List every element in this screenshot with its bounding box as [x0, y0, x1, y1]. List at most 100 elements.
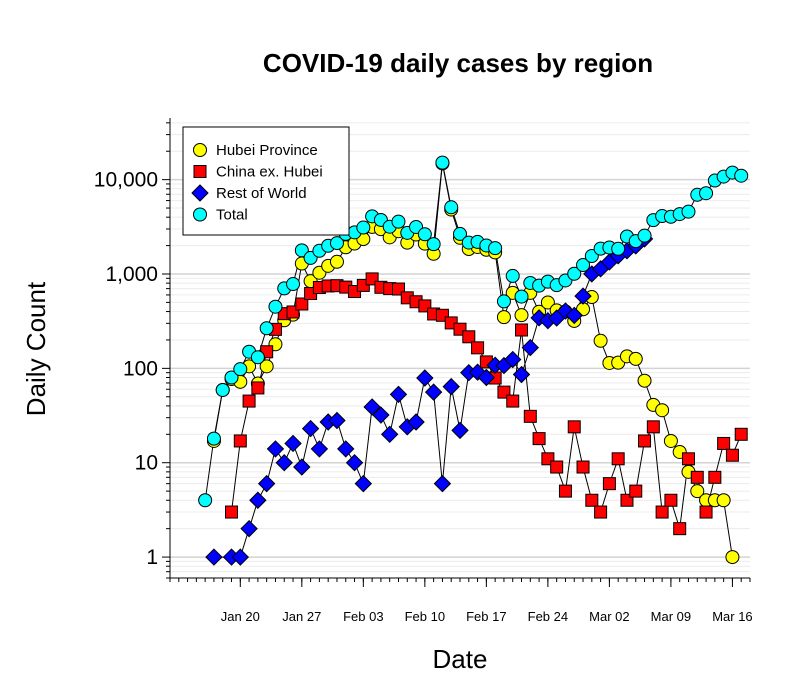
data-point-china-ex-hubei	[295, 297, 309, 311]
axes: 1 10 100 1,000 10,000 Jan 20 Jan 27 Feb 03 Feb 1…	[94, 118, 753, 624]
legend-marker-hubei-province	[193, 143, 207, 157]
data-point-hubei-province	[540, 295, 555, 310]
data-point-china-ex-hubei	[550, 460, 564, 474]
data-point-rest-of-world	[345, 454, 364, 472]
data-point-rest-of-world	[284, 434, 302, 453]
data-point-rest-of-world	[363, 398, 381, 416]
legend-label-hubei-province: Hubei Province	[216, 142, 318, 159]
data-point-rest-of-world	[504, 350, 522, 369]
data-point-total	[496, 294, 511, 309]
data-point-hubei-province	[514, 308, 529, 323]
data-point-china-ex-hubei	[690, 470, 704, 484]
data-point-rest-of-world	[477, 368, 496, 387]
series-points	[198, 155, 749, 566]
data-point-total	[435, 155, 450, 170]
data-point-china-ex-hubei	[233, 434, 247, 448]
data-point-china-ex-hubei	[725, 448, 739, 462]
x-tick-label: Feb 24	[528, 609, 568, 624]
data-point-total	[294, 243, 309, 258]
y-tick-label: 1	[146, 546, 158, 569]
data-point-total	[699, 186, 714, 201]
data-point-total	[426, 237, 441, 252]
data-point-hubei-province	[655, 403, 670, 418]
y-tick-label: 10,000	[94, 169, 158, 192]
data-point-hubei-province	[593, 333, 608, 348]
data-point-rest-of-world	[565, 306, 583, 325]
data-point-china-ex-hubei	[225, 505, 239, 519]
data-point-china-ex-hubei	[699, 505, 713, 519]
x-axis-title: Date	[433, 644, 488, 674]
data-point-china-ex-hubei	[611, 452, 625, 466]
legend-marker-total	[193, 207, 207, 222]
data-point-total	[268, 299, 283, 314]
data-point-total	[514, 289, 529, 304]
x-tick-label: Mar 16	[712, 609, 752, 624]
data-point-china-ex-hubei	[655, 505, 669, 519]
data-point-total	[567, 266, 582, 281]
data-point-china-ex-hubei	[558, 484, 572, 498]
data-point-china-ex-hubei	[462, 330, 476, 344]
data-point-china-ex-hubei	[567, 420, 581, 434]
data-point-rest-of-world	[266, 440, 285, 458]
data-point-rest-of-world	[354, 474, 373, 493]
legend-label-rest-of-world: Rest of World	[216, 185, 307, 202]
data-point-china-ex-hubei	[708, 470, 722, 484]
data-point-rest-of-world	[310, 440, 329, 458]
data-point-total	[488, 241, 503, 256]
data-point-china-ex-hubei	[251, 381, 265, 395]
data-point-china-ex-hubei	[734, 427, 748, 441]
data-point-china-ex-hubei	[673, 522, 687, 536]
legend-label-total: Total	[216, 207, 248, 224]
data-point-total	[505, 268, 520, 283]
data-point-total	[250, 350, 265, 365]
data-point-rest-of-world	[301, 419, 320, 438]
data-point-rest-of-world	[442, 377, 460, 396]
data-point-rest-of-world	[240, 519, 258, 538]
data-point-china-ex-hubei	[602, 477, 616, 491]
data-point-china-ex-hubei	[523, 409, 537, 423]
data-point-total	[286, 277, 301, 292]
data-point-china-ex-hubei	[594, 505, 608, 519]
data-point-rest-of-world	[521, 338, 540, 357]
x-tick-label: Mar 02	[589, 609, 629, 624]
data-point-china-ex-hubei	[532, 432, 546, 446]
data-point-china-ex-hubei	[629, 484, 643, 498]
data-point-china-ex-hubei	[506, 394, 520, 408]
legend-marker-china-ex-hubei	[193, 165, 207, 178]
y-tick-label: 10	[135, 452, 158, 475]
data-point-total	[215, 382, 230, 397]
data-point-china-ex-hubei	[664, 493, 678, 507]
data-point-china-ex-hubei	[576, 460, 590, 474]
data-point-rest-of-world	[293, 458, 311, 476]
y-tick-label: 1,000	[105, 263, 158, 286]
data-point-rest-of-world	[205, 548, 223, 566]
x-tick-label: Feb 03	[343, 609, 383, 624]
data-point-china-ex-hubei	[585, 493, 599, 507]
data-point-total	[611, 241, 626, 256]
data-point-total	[198, 493, 213, 508]
legend-marker-rest-of-world	[191, 184, 209, 202]
data-point-hubei-province	[725, 550, 740, 565]
x-tick-label: Jan 27	[282, 609, 321, 624]
data-point-total	[453, 226, 467, 241]
data-point-rest-of-world	[337, 440, 355, 458]
data-point-china-ex-hubei	[515, 323, 529, 337]
data-point-china-ex-hubei	[638, 434, 652, 448]
series-points-total	[198, 155, 749, 508]
data-point-china-ex-hubei	[681, 452, 695, 466]
data-point-rest-of-world	[574, 287, 592, 305]
data-point-rest-of-world	[389, 385, 408, 404]
data-point-rest-of-world	[424, 383, 443, 401]
data-point-total	[259, 321, 274, 336]
data-point-hubei-province	[329, 254, 344, 269]
data-point-total	[391, 214, 406, 229]
data-point-rest-of-world	[328, 411, 346, 430]
data-point-total	[329, 236, 344, 251]
data-point-hubei-province	[259, 359, 274, 374]
data-point-rest-of-world	[275, 454, 293, 472]
data-point-hubei-province	[637, 373, 652, 388]
data-point-rest-of-world	[416, 369, 434, 387]
legend: Hubei Province China ex. Hubei Rest of Wor…	[182, 126, 350, 236]
data-point-total	[224, 370, 239, 385]
